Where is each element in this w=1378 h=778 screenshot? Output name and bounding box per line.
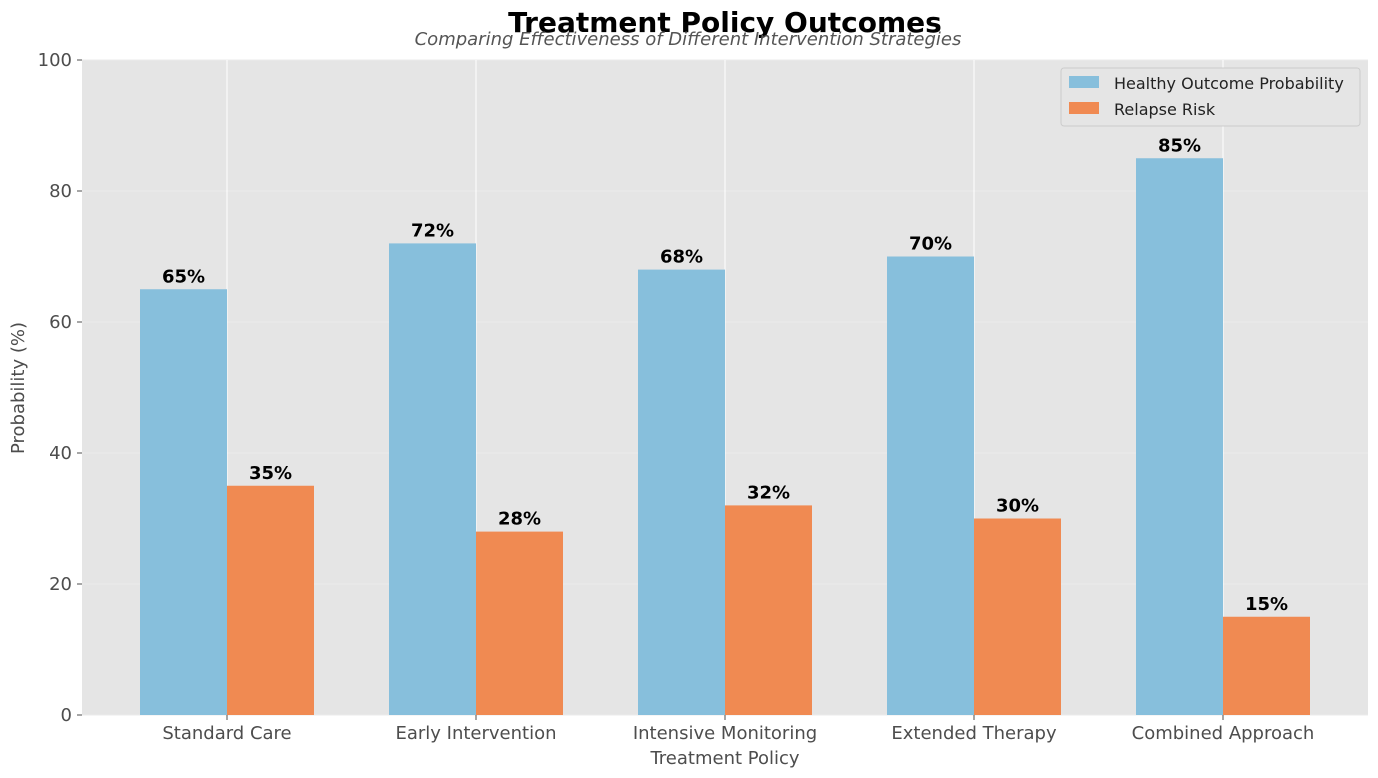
y-axis-ticks: 0 20 40 60 80 100	[38, 50, 82, 726]
x-tick-label: Intensive Monitoring	[633, 723, 817, 744]
data-label-relapse-2: 32%	[747, 482, 790, 503]
bar-healthy-4	[1136, 158, 1223, 715]
legend: Healthy Outcome Probability Relapse Risk	[1060, 67, 1361, 127]
y-tick-label: 40	[49, 443, 72, 464]
x-tick-label: Standard Care	[162, 723, 291, 744]
bar-healthy-0	[140, 289, 227, 715]
bars	[140, 158, 1310, 715]
bar-relapse-2	[725, 505, 812, 715]
y-tick-label: 0	[61, 705, 72, 726]
data-labels: 65% 72% 68% 70% 85% 35% 28% 32% 30% 15%	[162, 135, 1288, 615]
x-axis-label: Treatment Policy	[649, 748, 799, 769]
data-label-healthy-0: 65%	[162, 266, 205, 287]
x-axis-ticks: Standard Care Early Intervention Intensive…	[162, 715, 1314, 744]
data-label-healthy-3: 70%	[909, 234, 952, 255]
legend-box	[1060, 67, 1361, 127]
bar-healthy-1	[389, 243, 476, 715]
bar-healthy-2	[638, 269, 725, 715]
chart-title: Treatment Policy Outcomes	[508, 6, 942, 39]
y-axis-label: Probability (%)	[8, 322, 29, 454]
chart-subtitle: Comparing Effectiveness of Different Int…	[415, 29, 962, 50]
legend-label-healthy: Healthy Outcome Probability	[1114, 74, 1344, 93]
y-tick-label: 60	[49, 312, 72, 333]
data-label-relapse-3: 30%	[996, 496, 1039, 517]
y-tick-label: 20	[49, 574, 72, 595]
x-tick-label: Early Intervention	[395, 723, 556, 744]
data-label-relapse-4: 15%	[1245, 594, 1288, 615]
x-tick-label: Extended Therapy	[891, 723, 1057, 744]
bar-relapse-3	[974, 518, 1061, 715]
x-tick-label: Combined Approach	[1132, 723, 1315, 744]
data-label-healthy-2: 68%	[660, 247, 703, 268]
data-label-relapse-1: 28%	[498, 509, 541, 530]
bar-relapse-1	[476, 531, 563, 715]
legend-swatch-relapse	[1069, 102, 1099, 114]
bar-healthy-3	[887, 256, 974, 715]
legend-label-relapse: Relapse Risk	[1114, 100, 1216, 119]
legend-swatch-healthy	[1069, 76, 1099, 88]
y-tick-label: 100	[38, 50, 72, 71]
bar-relapse-4	[1223, 616, 1310, 715]
data-label-healthy-1: 72%	[411, 220, 454, 241]
bar-relapse-0	[227, 485, 314, 715]
data-label-relapse-0: 35%	[249, 463, 292, 484]
y-tick-label: 80	[49, 181, 72, 202]
data-label-healthy-4: 85%	[1158, 135, 1201, 156]
